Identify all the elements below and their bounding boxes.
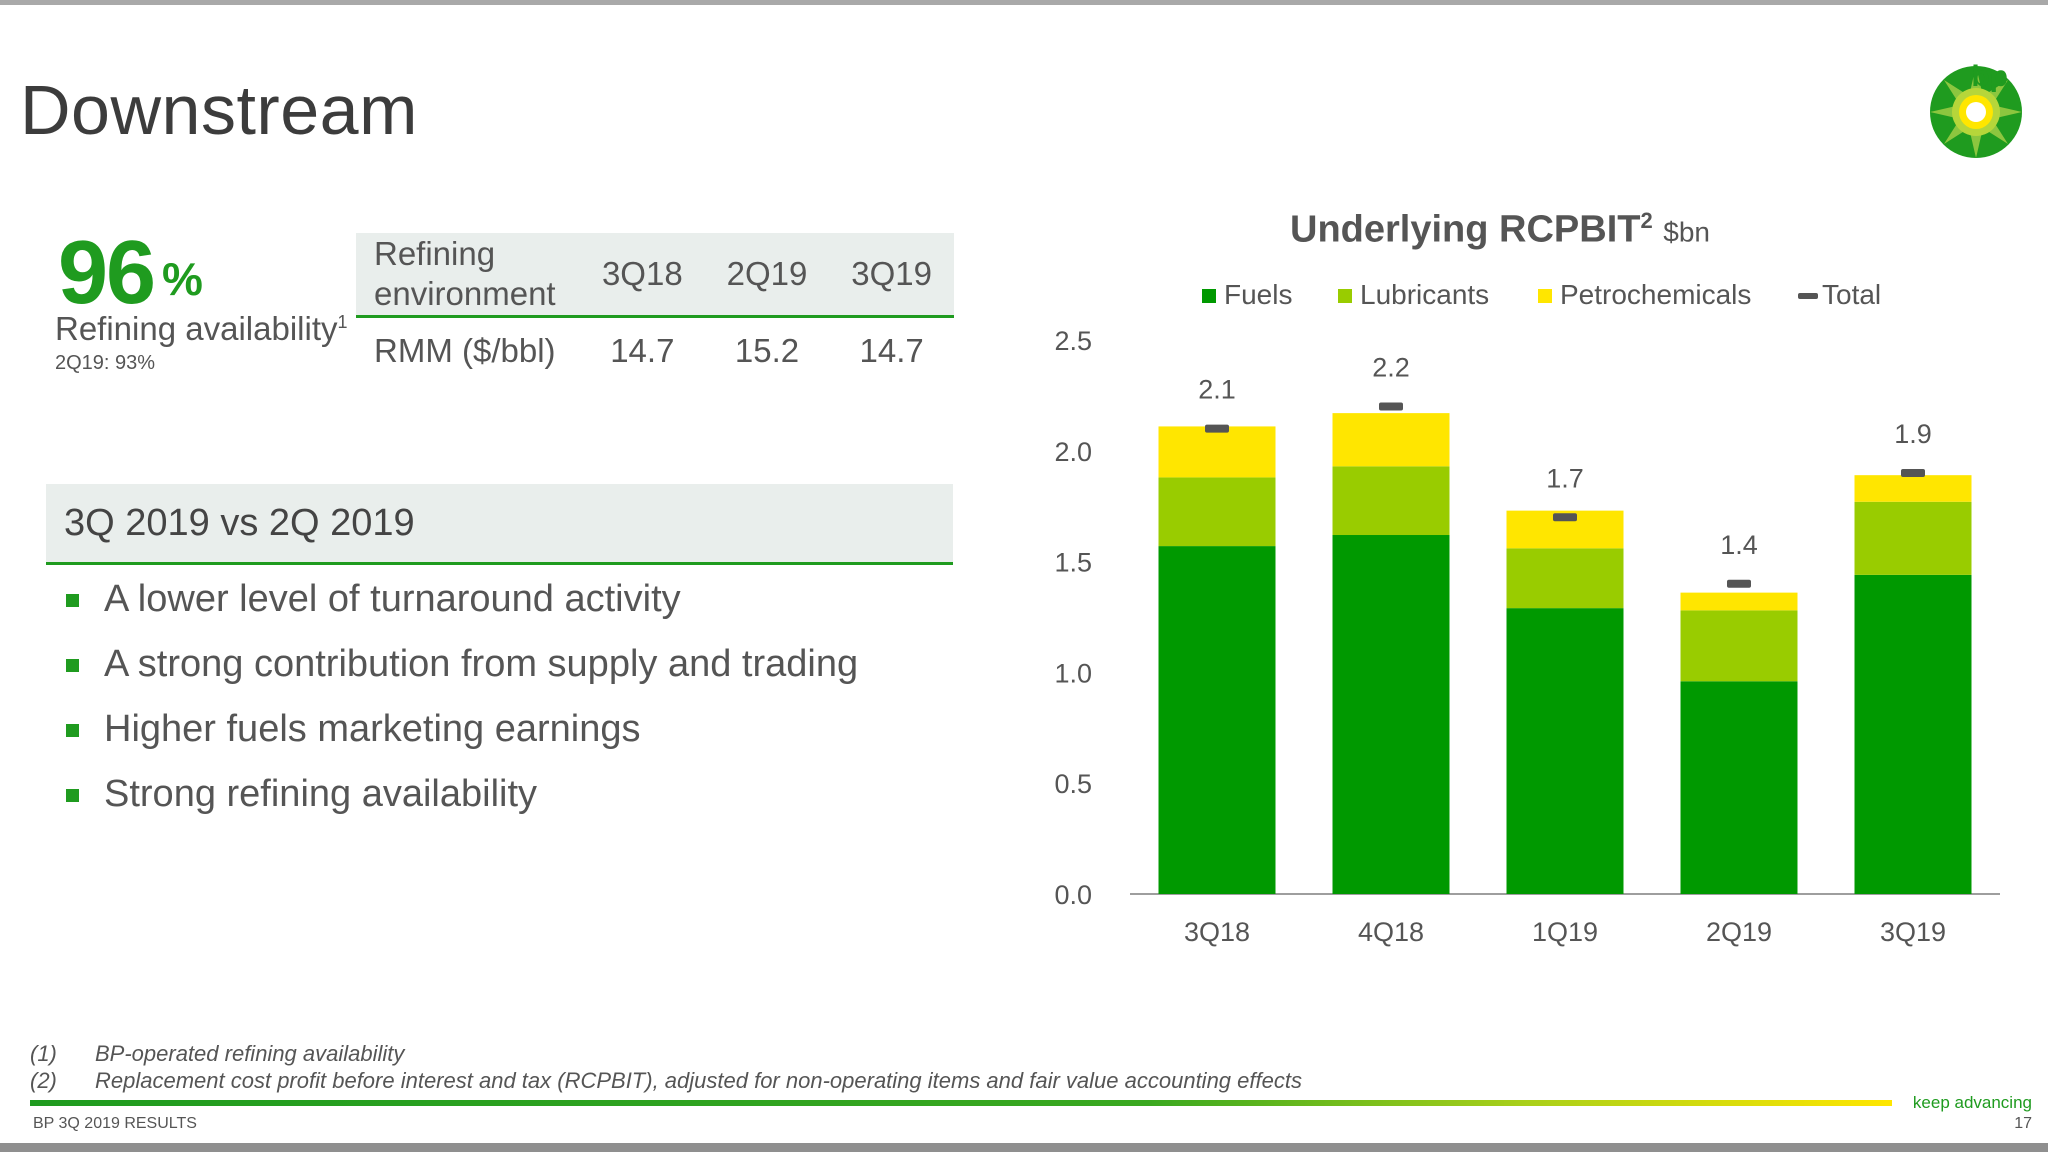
x-tick-label: 2Q19 [1706, 917, 1772, 947]
bottom-rule [0, 1143, 2048, 1152]
bar-segment-petrochemicals [1854, 475, 1972, 502]
bp-logo-text: bp [1971, 60, 2008, 93]
bullet-square-icon [66, 789, 79, 802]
comparison-header: 3Q 2019 vs 2Q 2019 [46, 484, 953, 565]
bp-logo: bp [1918, 30, 2028, 160]
chart-title-footnote: 2 [1640, 208, 1653, 233]
bullet-text: Strong refining availability [104, 773, 538, 815]
footer-tagline: keep advancing [1912, 1093, 2032, 1112]
table-header-cell: 3Q19 [829, 233, 954, 318]
bar-segment-fuels [1506, 608, 1624, 894]
bullet-square-icon [66, 659, 79, 672]
x-tick-label: 1Q19 [1532, 917, 1598, 947]
bullet-item: Strong refining availability [62, 765, 858, 830]
comparison-title: 3Q 2019 vs 2Q 2019 [64, 502, 415, 544]
bar-segment-fuels [1854, 574, 1972, 894]
table-header-cell: 3Q18 [580, 233, 705, 318]
footer-gradient-bar [30, 1100, 1892, 1106]
footnote-number: (2) [30, 1068, 57, 1093]
footnote-text: Replacement cost profit before interest … [95, 1068, 1302, 1093]
legend-swatch [1338, 289, 1352, 303]
bullet-item: Higher fuels marketing earnings [62, 700, 858, 765]
bar-segment-lubricants [1158, 477, 1276, 547]
table-cell: RMM ($/bbl) [374, 332, 556, 369]
y-tick-label: 1.5 [1054, 548, 1092, 578]
page-title: Downstream [20, 71, 418, 149]
total-data-label: 2.2 [1372, 352, 1410, 382]
kpi-prior-value: 2Q19: 93% [55, 352, 156, 374]
chart-unit: $bn [1663, 216, 1710, 248]
y-tick-label: 1.0 [1054, 658, 1092, 688]
legend-swatch [1798, 293, 1818, 299]
comparison-bullets: A lower level of turnaround activity A s… [62, 570, 858, 830]
bullet-text: A strong contribution from supply and tr… [104, 643, 859, 685]
kpi-unit: % [162, 253, 203, 305]
table-header-cell: Refining environment [356, 233, 580, 318]
total-data-label: 1.4 [1720, 530, 1758, 560]
table-header-row: Refining environment 3Q18 2Q19 3Q19 [356, 233, 954, 318]
bullet-square-icon [66, 724, 79, 737]
chart-title: Underlying RCPBIT2 $bn [1290, 208, 1710, 252]
y-tick-label: 2.0 [1054, 437, 1092, 467]
bullet-square-icon [66, 594, 79, 607]
kpi-label-footnote: 1 [337, 312, 348, 332]
helios-icon [1930, 66, 2022, 158]
total-marker [1727, 579, 1751, 588]
bar-segment-lubricants [1506, 548, 1624, 609]
chart-title-text: Underlying RCPBIT [1290, 208, 1641, 251]
bar-segment-fuels [1332, 535, 1450, 894]
y-tick-label: 0.0 [1054, 880, 1092, 910]
table-row: RMM ($/bbl) 14.7 15.2 14.7 [356, 317, 954, 385]
bar-segment-petrochemicals [1332, 413, 1450, 467]
x-tick-label: 3Q19 [1880, 917, 1946, 947]
refining-table: Refining environment 3Q18 2Q19 3Q19 RMM … [356, 233, 954, 384]
total-data-label: 1.7 [1546, 463, 1584, 493]
x-tick-label: 3Q18 [1184, 917, 1250, 947]
total-marker [1553, 513, 1577, 522]
y-tick-label: 0.5 [1054, 769, 1092, 799]
bar-segment-fuels [1680, 681, 1798, 894]
total-marker [1901, 468, 1925, 477]
legend-label: Lubricants [1360, 279, 1489, 310]
bullet-text: Higher fuels marketing earnings [104, 708, 641, 750]
rcpbit-chart: Fuels Lubricants Petrochemicals Total 0.0 0.5… [1054, 279, 2000, 947]
bar-segment-petrochemicals [1158, 426, 1276, 478]
table-cell: 14.7 [610, 332, 675, 369]
total-marker [1379, 402, 1403, 411]
table-cell: 14.7 [859, 332, 924, 369]
kpi-label: Refining availability1 [55, 310, 348, 348]
kpi-label-text: Refining availability [55, 310, 338, 347]
page-number: 17 [2014, 1115, 2032, 1132]
total-data-label: 2.1 [1198, 375, 1236, 405]
total-data-label: 1.9 [1894, 419, 1932, 449]
footer-report-name: BP 3Q 2019 RESULTS [33, 1115, 197, 1132]
bar-segment-lubricants [1332, 466, 1450, 536]
bar-segment-fuels [1158, 546, 1276, 894]
x-tick-label: 4Q18 [1358, 917, 1424, 947]
total-marker [1205, 424, 1229, 433]
footnote-text: BP-operated refining availability [95, 1041, 405, 1066]
legend-label: Fuels [1224, 279, 1292, 310]
legend-label: Total [1822, 279, 1881, 310]
legend-swatch [1202, 289, 1216, 303]
bullet-item: A lower level of turnaround activity [62, 570, 858, 635]
table-header-cell: 2Q19 [704, 233, 830, 318]
y-tick-label: 2.5 [1054, 326, 1092, 356]
legend-label: Petrochemicals [1560, 279, 1751, 310]
bullet-item: A strong contribution from supply and tr… [62, 635, 858, 700]
footnote-number: (1) [30, 1041, 57, 1066]
bullet-text: A lower level of turnaround activity [104, 578, 681, 620]
bar-segment-lubricants [1854, 501, 1972, 575]
legend-swatch [1538, 289, 1552, 303]
bar-segment-lubricants [1680, 610, 1798, 682]
top-rule [0, 0, 2048, 5]
bar-segment-petrochemicals [1680, 592, 1798, 611]
kpi-value: 96 [58, 223, 156, 323]
table-cell: 15.2 [734, 332, 800, 369]
